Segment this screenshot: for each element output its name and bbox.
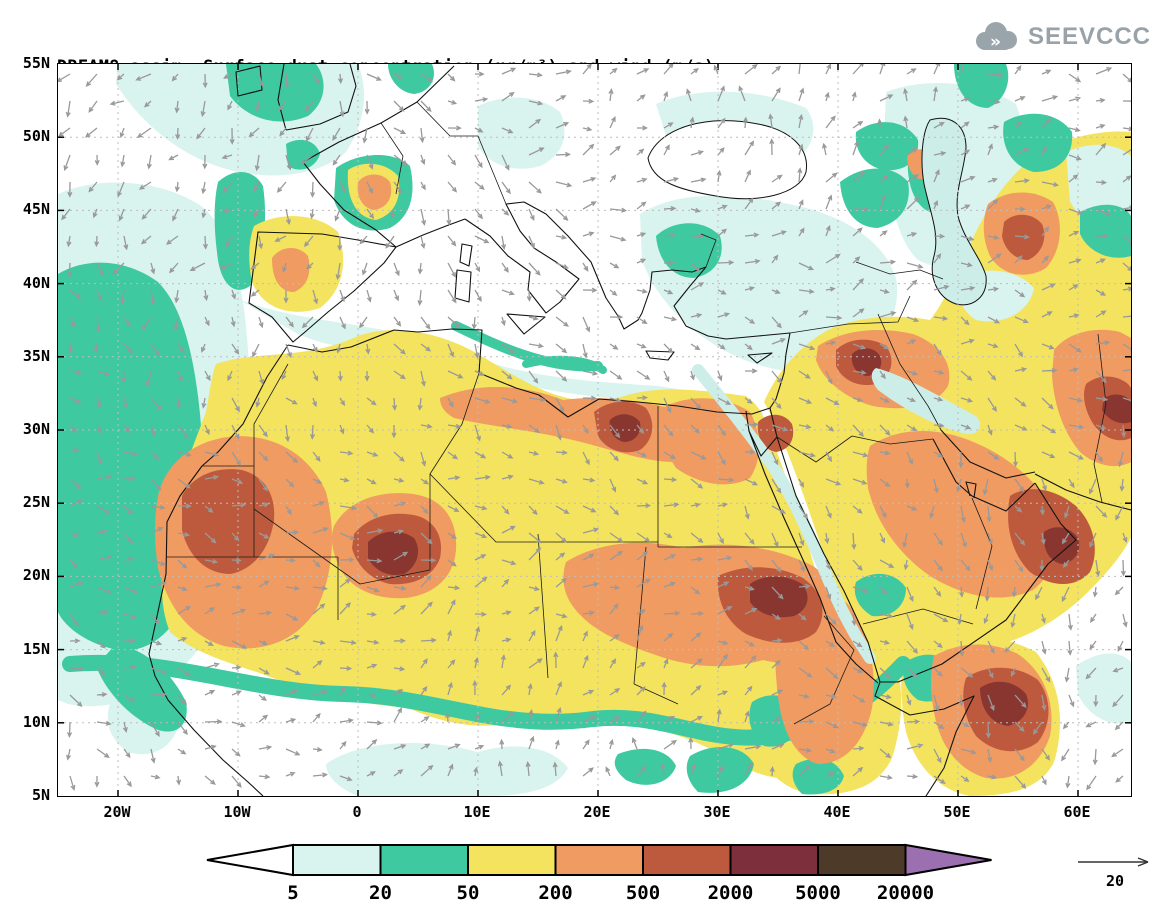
lat-tick-label: 45N xyxy=(0,200,50,218)
wind-reference-arrow-icon xyxy=(1072,850,1158,870)
colorbar-legend: 5 20 50 200 500 2000 5000 20000 xyxy=(205,843,997,907)
lon-tick-label: 40E xyxy=(807,803,867,821)
colorbar-label: 20000 xyxy=(877,882,934,904)
lon-tick-label: 0 xyxy=(327,803,387,821)
lon-tick-label: 30E xyxy=(687,803,747,821)
dust-map xyxy=(58,64,1131,796)
lon-tick-label: 60E xyxy=(1047,803,1107,821)
lon-tick-label: 50E xyxy=(927,803,987,821)
lat-tick-label: 15N xyxy=(0,640,50,658)
lat-tick-label: 5N xyxy=(0,786,50,804)
logo-text: SEEVCCC xyxy=(1028,23,1151,51)
colorbar-label: 20 xyxy=(369,882,392,904)
cloud-icon: » xyxy=(970,20,1022,54)
dust-forecast-chart: DREAM8−assim: Surface dust concentration… xyxy=(0,0,1165,907)
lon-tick-label: 20E xyxy=(567,803,627,821)
lat-tick-label: 30N xyxy=(0,420,50,438)
lon-tick-label: 10E xyxy=(447,803,507,821)
lat-tick-label: 25N xyxy=(0,493,50,511)
wind-reference: 20 xyxy=(1072,850,1158,890)
lat-tick-label: 35N xyxy=(0,347,50,365)
colorbar-label: 50 xyxy=(457,882,480,904)
colorbar-label: 500 xyxy=(626,882,660,904)
lon-tick-label: 20W xyxy=(87,803,147,821)
lat-tick-label: 50N xyxy=(0,127,50,145)
colorbar-label: 5000 xyxy=(795,882,841,904)
lon-tick-label: 10W xyxy=(207,803,267,821)
lat-tick-label: 20N xyxy=(0,566,50,584)
map-plot-area xyxy=(57,63,1132,797)
colorbar-label: 2000 xyxy=(708,882,754,904)
colorbar-label: 5 xyxy=(287,882,298,904)
seevccc-logo: » SEEVCCC xyxy=(970,20,1151,54)
lat-tick-label: 55N xyxy=(0,54,50,72)
colorbar-label: 200 xyxy=(538,882,572,904)
lat-tick-label: 10N xyxy=(0,713,50,731)
wind-reference-value: 20 xyxy=(1072,872,1158,890)
svg-text:»: » xyxy=(990,32,1001,52)
lat-tick-label: 40N xyxy=(0,274,50,292)
